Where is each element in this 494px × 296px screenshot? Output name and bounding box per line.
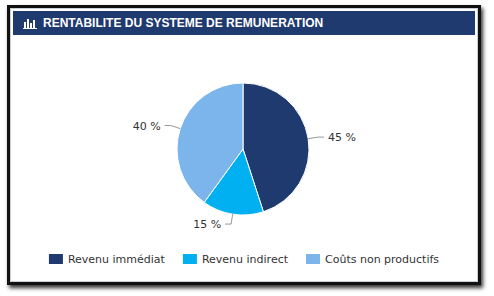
data-label: 15 % [193,218,221,231]
legend: Revenu immédiat Revenu indirect Coûts non … [49,253,439,266]
panel: RENTABILITE DU SYSTEME DE REMUNERATION 4… [10,8,478,282]
pie-slice [177,83,243,202]
legend-swatch [49,254,63,264]
legend-label: Revenu immédiat [68,253,166,266]
chart-area: 45 % 15 % 40 % Revenu immédiat Revenu indire… [11,37,477,281]
legend-label: Revenu indirect [202,253,289,266]
pie [177,83,309,215]
data-label: 40 % [133,120,161,133]
leader-line [225,214,233,224]
chart-title: RENTABILITE DU SYSTEME DE REMUNERATION [43,16,323,30]
data-label: 45 % [328,131,356,144]
leader-line [165,126,181,129]
legend-swatch [183,254,197,264]
legend-swatch [306,254,320,264]
panel-header: RENTABILITE DU SYSTEME DE REMUNERATION [13,11,475,35]
legend-label: Coûts non productifs [325,253,439,266]
chart-icon [23,17,37,29]
leader-line [308,137,324,139]
